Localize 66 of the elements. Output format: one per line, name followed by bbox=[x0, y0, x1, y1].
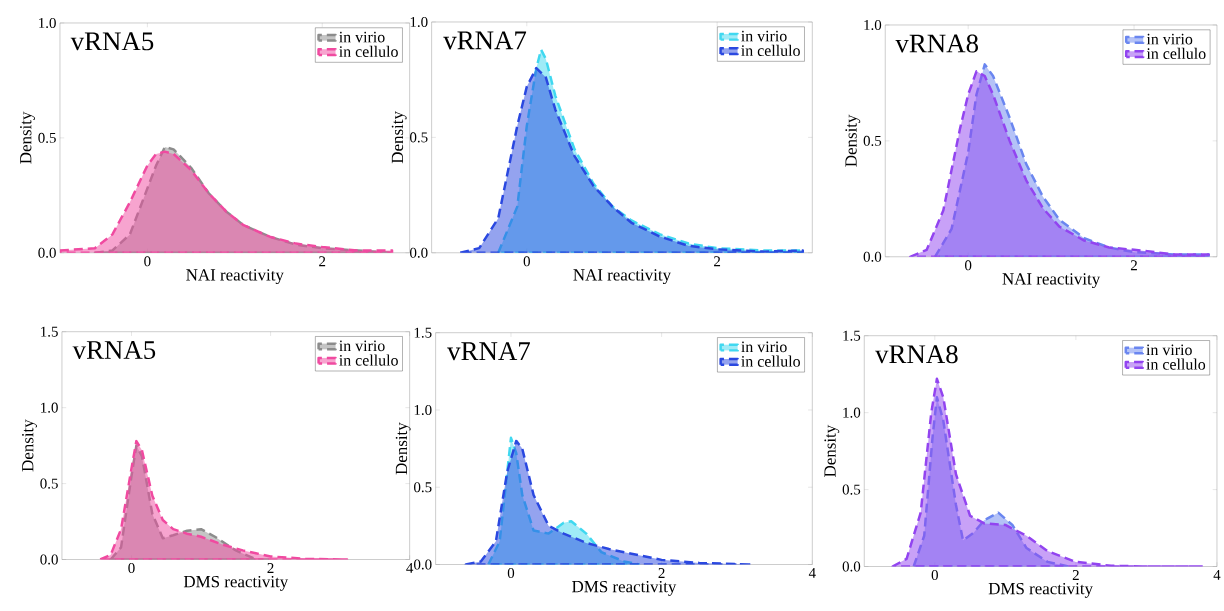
chart-title: vRNA7 bbox=[447, 341, 530, 360]
y-tick-label: 1.0 bbox=[864, 19, 882, 30]
chart-title: vRNA5 bbox=[72, 340, 156, 359]
x-tick-label: 0 bbox=[931, 569, 938, 580]
legend-label: in cellulo bbox=[741, 44, 800, 56]
y-tick-label: 1.0 bbox=[41, 402, 58, 413]
y-tick-label: 0.5 bbox=[410, 132, 428, 143]
x-tick-label: 0 bbox=[507, 567, 515, 578]
legend-label: in cellulo bbox=[1146, 358, 1206, 370]
legend-label: in cellulo bbox=[339, 354, 398, 366]
y-tick-label: 1.0 bbox=[410, 16, 428, 27]
x-axis-title: DMS reactivity bbox=[183, 575, 289, 591]
x-tick-label: 2 bbox=[658, 567, 665, 578]
y-tick-label: 1.0 bbox=[414, 404, 432, 415]
x-tick-label: 0 bbox=[128, 562, 135, 573]
legend-label: in virio bbox=[1146, 33, 1193, 45]
y-axis-title: Density bbox=[824, 424, 840, 477]
chart-title: vRNA5 bbox=[70, 32, 154, 51]
x-tick-label: 2 bbox=[319, 256, 326, 266]
y-tick-label: 0.5 bbox=[842, 484, 861, 495]
y-axis-title: Density bbox=[845, 114, 861, 167]
y-axis-title: Density bbox=[395, 422, 411, 475]
y-tick-label: 1.5 bbox=[414, 327, 432, 338]
legend-label: in cellulo bbox=[1146, 47, 1206, 59]
y-tick-label: 0.0 bbox=[40, 554, 58, 565]
y-tick-label: 0.0 bbox=[414, 559, 432, 570]
y-tick-label: 0.0 bbox=[410, 247, 428, 258]
y-tick-label: 1.5 bbox=[843, 330, 861, 341]
legend-label: in virio bbox=[339, 340, 385, 351]
legend-label: in virio bbox=[1146, 344, 1192, 355]
x-tick-label: 4 bbox=[808, 567, 816, 578]
x-tick-label: 2 bbox=[1072, 569, 1079, 580]
y-tick-label: 0.0 bbox=[842, 561, 861, 572]
y-tick-label: 1.0 bbox=[843, 407, 861, 418]
y-axis-title: Density bbox=[20, 111, 35, 164]
legend-label: in virio bbox=[741, 30, 787, 42]
x-tick-label: 0 bbox=[523, 256, 530, 267]
y-tick-label: 0.5 bbox=[38, 132, 56, 143]
x-tick-label: 4 bbox=[1213, 569, 1221, 580]
x-tick-label: 2 bbox=[267, 562, 274, 573]
y-tick-label: 0.5 bbox=[414, 481, 432, 493]
y-tick-label: 0.0 bbox=[38, 247, 56, 258]
y-tick-label: 1.0 bbox=[39, 17, 56, 28]
x-tick-label: 2 bbox=[714, 256, 721, 266]
x-axis-title: NAI reactivity bbox=[1002, 272, 1101, 288]
legend-label: in cellulo bbox=[741, 355, 800, 367]
y-tick-label: 0.0 bbox=[863, 251, 882, 262]
chart-title: vRNA8 bbox=[875, 344, 958, 364]
x-axis-title: NAI reactivity bbox=[573, 268, 672, 284]
x-tick-label: 4 bbox=[406, 562, 414, 573]
x-tick-label: 2 bbox=[1130, 260, 1137, 270]
chart-title: vRNA8 bbox=[895, 34, 978, 53]
y-tick-label: 1.5 bbox=[41, 326, 58, 337]
x-tick-label: 0 bbox=[144, 256, 151, 267]
y-tick-label: 0.5 bbox=[863, 135, 882, 146]
x-axis-title: NAI reactivity bbox=[186, 268, 284, 284]
legend-label: in virio bbox=[339, 31, 385, 43]
legend-label: in virio bbox=[741, 341, 787, 352]
x-tick-label: 0 bbox=[965, 260, 972, 271]
chart-title: vRNA7 bbox=[443, 31, 527, 50]
x-axis-title: DMS reactivity bbox=[572, 580, 677, 596]
x-axis-title: DMS reactivity bbox=[988, 582, 1093, 598]
y-tick-label: 0.5 bbox=[40, 478, 58, 489]
y-axis-title: Density bbox=[391, 110, 407, 163]
y-axis-title: Density bbox=[22, 419, 37, 472]
legend-label: in cellulo bbox=[339, 45, 398, 57]
